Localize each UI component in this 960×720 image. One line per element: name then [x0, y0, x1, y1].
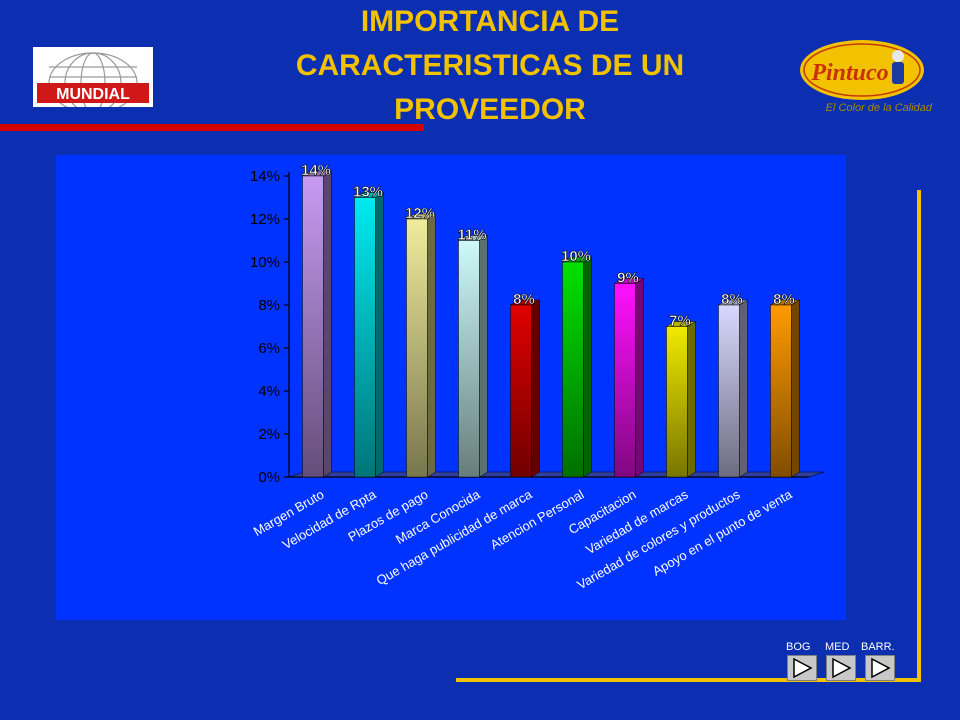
data-label: 8% — [721, 291, 743, 308]
y-tick-label: 0% — [258, 469, 280, 486]
play-icon — [832, 657, 852, 679]
data-label: 8% — [513, 291, 535, 308]
y-tick-label: 14% — [250, 168, 280, 185]
y-tick-label: 8% — [258, 297, 280, 314]
accent-yellow-horizontal-line — [456, 678, 921, 682]
y-tick-label: 2% — [258, 426, 280, 443]
bar — [510, 304, 532, 478]
bar-side — [583, 256, 592, 478]
title-line-3: PROVEEDOR — [394, 93, 586, 126]
data-label: 7% — [669, 313, 691, 330]
bar-side — [479, 235, 488, 478]
play-icon — [871, 657, 891, 679]
slogan: El Color de la Calidad — [825, 102, 932, 114]
x-category-label: Atencion Personal — [488, 487, 587, 553]
bar — [718, 304, 740, 478]
bar-chart: 0%2%4%6%8%10%12%14% 14%Margen Bruto13%Vel… — [250, 162, 825, 592]
data-label: 10% — [561, 248, 591, 265]
bar-side — [687, 321, 696, 478]
data-label: 11% — [457, 227, 486, 244]
y-tick-label: 4% — [258, 383, 280, 400]
mundial-logo: MUNDIAL — [33, 47, 153, 107]
chart-panel: 0% 2% 4% 6% 8% 10% 12% 14% 14% Margen Bruto 13% Vel… — [56, 155, 846, 620]
bar — [302, 175, 324, 478]
data-label: 13% — [353, 184, 383, 201]
y-tick-label: 10% — [250, 254, 280, 271]
bar — [562, 261, 584, 478]
bar-side — [791, 299, 800, 478]
pintuco-logo: Pintuco — [800, 40, 924, 100]
nav-label-med: MED — [825, 641, 850, 653]
nav-button-barr[interactable] — [865, 655, 895, 681]
data-label: 8% — [773, 291, 795, 308]
pintuco-logo-text: Pintuco — [810, 60, 888, 86]
bar-side — [531, 299, 540, 478]
nav-label-barr: BARR. — [861, 641, 895, 653]
accent-red-line — [0, 124, 424, 131]
data-label: 9% — [617, 270, 639, 287]
accent-yellow-vertical-line — [917, 190, 921, 682]
y-tick-label: 12% — [250, 211, 280, 228]
title-line-1: IMPORTANCIA DE — [360, 5, 620, 38]
bar — [354, 197, 376, 478]
bar-side — [635, 278, 644, 478]
bar — [666, 326, 688, 478]
bar-side — [427, 213, 436, 478]
data-label: 12% — [405, 205, 435, 222]
bar — [614, 283, 636, 478]
nav-button-bog[interactable] — [787, 655, 817, 681]
title-line-2: CARACTERISTICAS DE UN — [295, 49, 685, 82]
mundial-logo-text: MUNDIAL — [56, 86, 130, 103]
page-title: IMPORTANCIA DE CARACTERISTICAS DE UN PRO… — [220, 0, 760, 132]
x-category-label: Velocidad de Rpta — [280, 486, 380, 552]
bar — [770, 304, 792, 478]
bar-side — [375, 192, 384, 478]
play-icon — [793, 657, 813, 679]
nav-button-med[interactable] — [826, 655, 856, 681]
bar-side — [739, 299, 748, 478]
bar — [406, 218, 428, 478]
data-label: 14% — [301, 162, 331, 179]
y-tick-label: 6% — [258, 340, 280, 357]
bar-side — [323, 170, 332, 478]
bar — [458, 240, 480, 478]
nav-label-bog: BOG — [786, 641, 811, 653]
